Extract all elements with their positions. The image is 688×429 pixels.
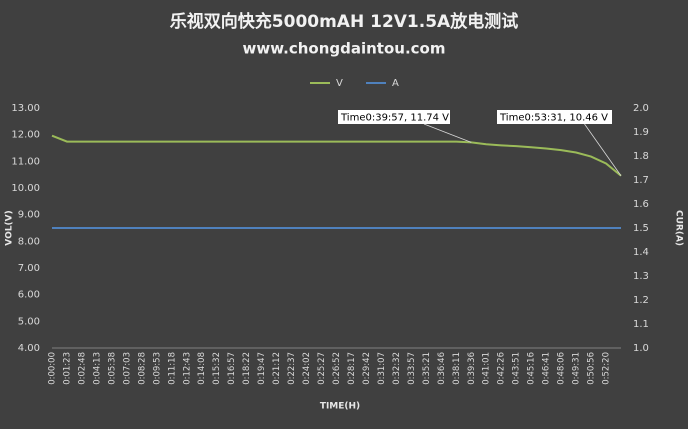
y2-tick-label: 1.5 <box>633 223 649 234</box>
y2-tick-label: 1.3 <box>633 271 649 282</box>
x-tick-label: 0:07:03 <box>122 352 132 385</box>
y-tick-label: 8.00 <box>18 236 40 247</box>
y2-axis-title: CUR(A) <box>674 210 684 246</box>
x-tick-label: 0:38:11 <box>452 352 462 385</box>
x-tick-label: 0:01:23 <box>62 352 72 385</box>
y-tick-label: 10.00 <box>11 183 40 194</box>
annotation-text: Time0:53:31, 10.46 V <box>499 113 608 124</box>
x-tick-label: 0:08:28 <box>137 352 147 385</box>
y-tick-label: 7.00 <box>18 263 40 274</box>
y2-tick-label: 1.4 <box>633 247 649 258</box>
x-tick-label: 0:31:07 <box>377 352 387 385</box>
x-tick-label: 0:39:36 <box>467 352 477 385</box>
x-tick-label: 0:26:52 <box>332 352 342 385</box>
x-tick-label: 0:49:31 <box>572 352 582 385</box>
chart-title: 乐视双向快充5000mAH 12V1.5A放电测试 <box>170 11 518 32</box>
x-tick-label: 0:36:46 <box>437 352 447 385</box>
y-tick-label: 13.00 <box>11 103 40 114</box>
x-tick-label: 0:35:21 <box>422 352 432 385</box>
x-tick-label: 0:42:26 <box>497 352 507 385</box>
x-tick-label: 0:12:43 <box>182 352 192 385</box>
x-tick-label: 0:18:22 <box>242 352 252 385</box>
x-tick-label: 0:50:56 <box>587 352 597 385</box>
y2-tick-label: 1.9 <box>633 127 649 138</box>
annotation-leader <box>584 123 622 176</box>
y-tick-label: 5.00 <box>18 316 40 327</box>
x-tick-label: 0:48:06 <box>557 352 567 385</box>
y-tick-label: 6.00 <box>18 290 40 301</box>
x-tick-label: 0:05:38 <box>107 352 117 385</box>
x-tick-label: 0:14:08 <box>197 352 207 385</box>
x-tick-label: 0:45:16 <box>527 352 537 385</box>
x-tick-label: 0:09:53 <box>152 352 162 385</box>
y-tick-label: 11.00 <box>11 156 40 167</box>
y-tick-label: 12.00 <box>11 130 40 141</box>
x-tick-label: 0:11:18 <box>167 352 177 385</box>
y2-tick-label: 1.8 <box>633 151 649 162</box>
x-tick-label: 0:15:32 <box>212 352 222 385</box>
legend-label: A <box>392 78 399 89</box>
y-tick-label: 4.00 <box>18 343 40 354</box>
x-tick-label: 0:19:47 <box>257 352 267 385</box>
annotation-leader <box>423 123 472 143</box>
chart-subtitle: www.chongdaintou.com <box>243 40 446 58</box>
x-tick-label: 0:02:48 <box>77 352 87 385</box>
annotation-text: Time0:39:57, 11.74 V <box>340 113 449 124</box>
y2-tick-label: 1.7 <box>633 175 649 186</box>
legend-label: V <box>336 78 343 89</box>
x-tick-label: 0:43:51 <box>512 352 522 385</box>
series-line <box>51 134 622 177</box>
y-axis-title: VOL(V) <box>5 210 15 245</box>
y2-tick-label: 1.2 <box>633 295 649 306</box>
x-tick-label: 0:04:13 <box>92 352 102 385</box>
x-tick-label: 0:32:32 <box>392 352 402 385</box>
annotation-box <box>338 110 450 124</box>
x-tick-label: 0:33:57 <box>407 352 417 385</box>
x-tick-label: 0:22:37 <box>287 352 297 385</box>
y2-tick-label: 1.0 <box>633 343 649 354</box>
x-tick-label: 0:29:42 <box>362 352 372 385</box>
x-tick-label: 0:21:12 <box>272 352 282 385</box>
x-tick-label: 0:00:00 <box>48 352 58 385</box>
x-tick-label: 0:28:17 <box>347 352 357 385</box>
x-tick-label: 0:46:41 <box>542 352 552 385</box>
x-tick-label: 0:24:02 <box>302 352 312 385</box>
y-tick-label: 9.00 <box>18 210 40 221</box>
annotation-box <box>497 110 612 124</box>
x-tick-label: 0:16:57 <box>227 352 237 385</box>
x-axis-title: TIME(H) <box>320 402 360 412</box>
x-tick-label: 0:41:01 <box>482 352 492 385</box>
x-tick-label: 0:52:20 <box>602 352 612 385</box>
y2-tick-label: 2.0 <box>633 103 649 114</box>
x-tick-label: 0:25:27 <box>317 352 327 385</box>
y2-tick-label: 1.1 <box>633 319 649 330</box>
y2-tick-label: 1.6 <box>633 199 649 210</box>
